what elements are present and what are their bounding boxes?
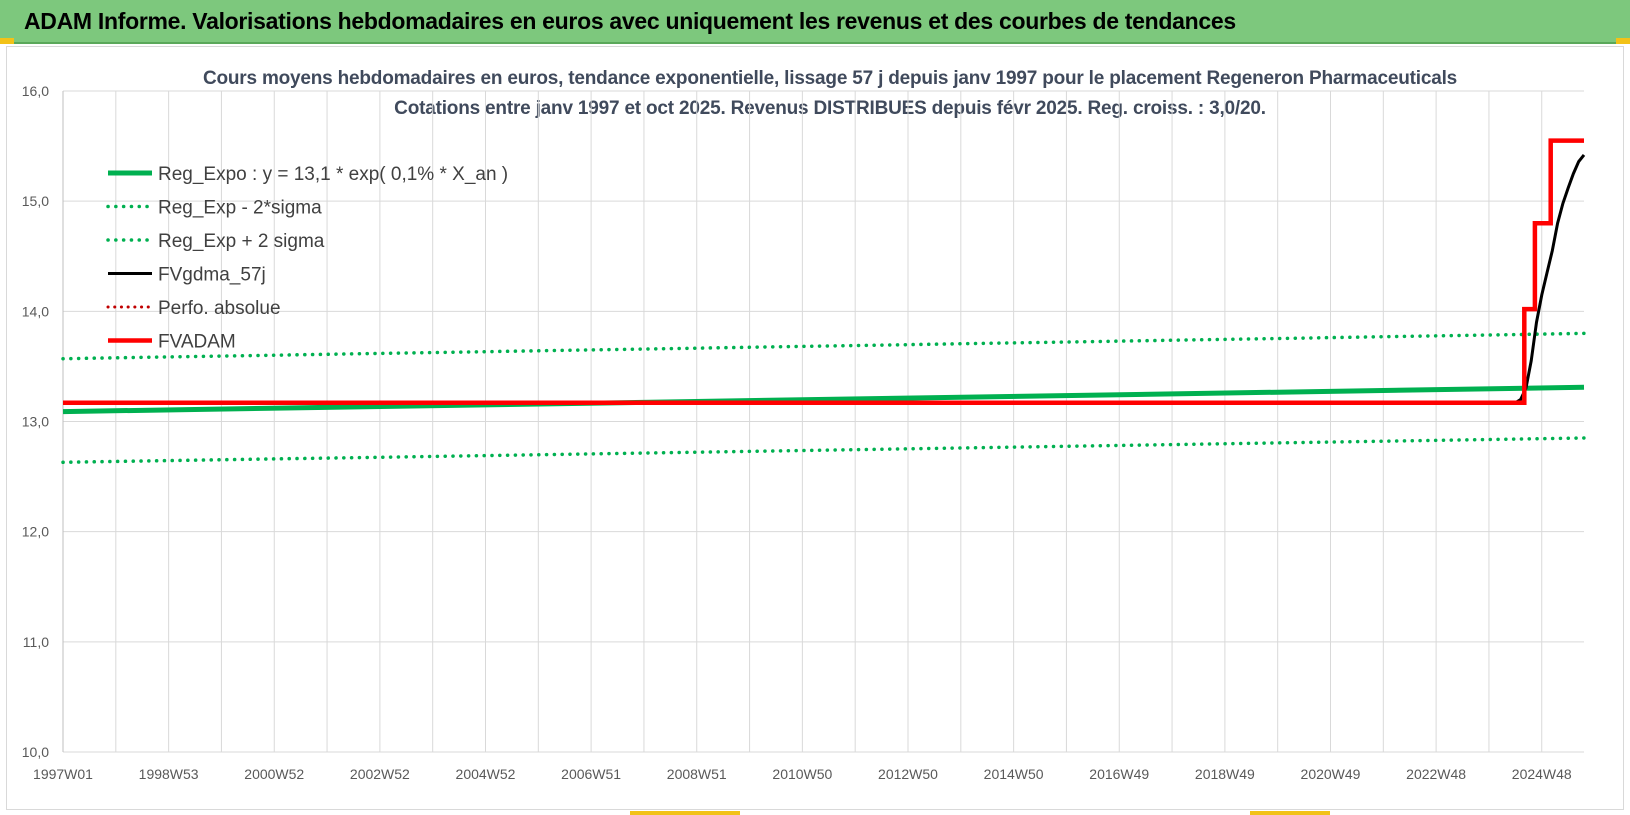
x-tick-label: 2016W49 xyxy=(1089,766,1149,782)
x-tick-label: 2014W50 xyxy=(984,766,1044,782)
series-line-0 xyxy=(62,384,1585,415)
x-tick-label: 2002W52 xyxy=(350,766,410,782)
series-line-2 xyxy=(61,331,1586,361)
y-tick-label: 14,0 xyxy=(22,303,49,319)
series-line-5 xyxy=(63,138,1584,406)
legend-label-5: FVADAM xyxy=(158,332,236,353)
y-tick-label: 11,0 xyxy=(23,634,49,650)
x-tick-label: 2008W51 xyxy=(667,766,727,782)
series-lines xyxy=(61,138,1586,465)
x-tick-label: 2018W49 xyxy=(1195,766,1255,782)
legend-label-2: Reg_Exp + 2 sigma xyxy=(158,231,325,252)
chart-frame xyxy=(6,46,1624,810)
y-tick-label: 13,0 xyxy=(22,414,49,430)
legend: Reg_Expo : y = 13,1 * exp( 0,1% * X_an )… xyxy=(106,164,508,353)
grid xyxy=(62,90,1584,753)
x-tick-label: 1998W53 xyxy=(139,766,199,782)
y-tick-label: 16,0 xyxy=(22,83,49,99)
x-tick-label: 2024W48 xyxy=(1512,766,1572,782)
x-tick-label: 2020W49 xyxy=(1301,766,1361,782)
chart-title-line2: Cotations entre janv 1997 et oct 2025. R… xyxy=(394,98,1266,119)
footer-mark-left xyxy=(630,811,740,815)
axes: 10,0 11,0 12,0 13,0 14,0 15,0 16,0 1997W01 1998W… xyxy=(22,83,1572,782)
report-banner: ADAM Informe. Valorisations hebdomadaire… xyxy=(0,0,1630,44)
y-tick-label: 12,0 xyxy=(22,524,49,540)
footer-mark-right xyxy=(1250,811,1330,815)
chart-title-line1: Cours moyens hebdomadaires en euros, ten… xyxy=(202,68,1458,89)
x-tick-label: 2006W51 xyxy=(561,766,621,782)
legend-label-3: FVgdma_57j xyxy=(158,265,266,286)
x-tick-label: 2012W50 xyxy=(878,766,938,782)
series-line-1 xyxy=(61,436,1586,465)
corner-mark-right xyxy=(1616,38,1630,44)
y-tick-label: 15,0 xyxy=(22,193,49,209)
y-tick-label: 10,0 xyxy=(22,744,49,760)
x-tick-label: 2022W48 xyxy=(1406,766,1466,782)
legend-label-1: Reg_Exp - 2*sigma xyxy=(158,198,322,219)
corner-mark-left xyxy=(0,38,14,44)
series-line-3 xyxy=(63,153,1586,405)
legend-label-4: Perfo. absolue xyxy=(158,298,281,319)
legend-label-0: Reg_Expo : y = 13,1 * exp( 0,1% * X_an ) xyxy=(158,164,508,185)
x-tick-label: 2004W52 xyxy=(456,766,516,782)
x-tick-label: 2010W50 xyxy=(772,766,832,782)
report-title: ADAM Informe. Valorisations hebdomadaire… xyxy=(24,8,1236,34)
x-tick-label: 1997W01 xyxy=(33,766,93,782)
x-tick-label: 2000W52 xyxy=(244,766,304,782)
